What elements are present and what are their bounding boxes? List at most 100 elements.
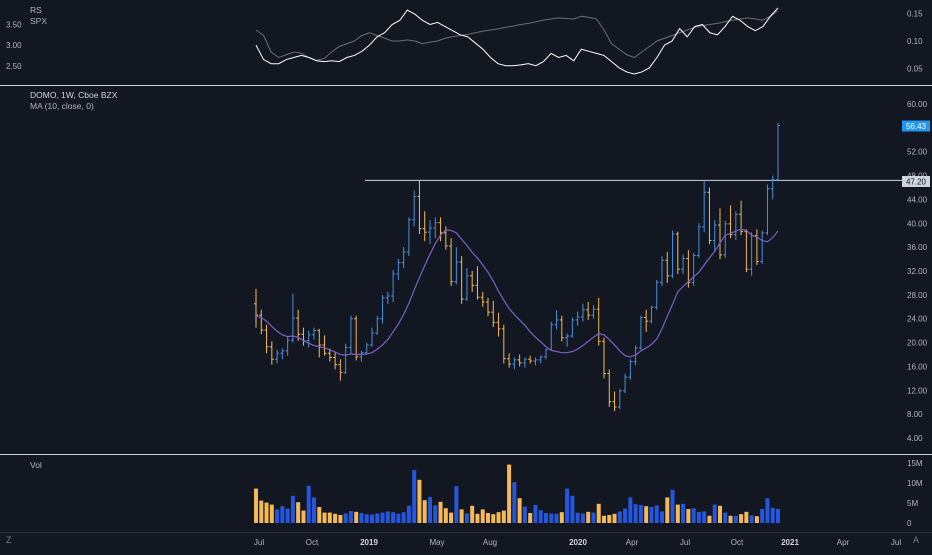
ohlc-bar [412,190,417,227]
volume-bar [406,505,411,523]
volume-bar [612,513,617,523]
line-price-tag: 47.20 [906,178,927,187]
volume-bar [549,513,554,523]
volume-bar [754,516,759,523]
volume-bar [586,511,591,523]
volume-bar [702,511,707,523]
volume-bar [554,513,559,523]
ohlc-bar [454,247,459,285]
rs-tick-label: 3.50 [6,21,22,30]
price-tick-label: 8.00 [907,410,923,419]
volume-bar [591,512,596,523]
volume-bar [623,508,628,523]
time-tick-label: May [429,538,444,547]
volume-bar [491,514,496,523]
volume-bar [359,513,364,523]
volume-bar [306,485,311,523]
ohlc-bar [385,291,390,304]
ohlc-bar [596,297,601,346]
timezone-toggle[interactable]: Z [6,535,12,545]
volume-bar [501,510,506,523]
volume-bar [517,498,522,523]
ohlc-bar [723,220,728,258]
time-tick-label: Oct [731,538,744,547]
ohlc-bar [254,288,258,328]
volume-bar [602,515,606,523]
volume-bar [343,513,348,523]
price-tick-label: 36.00 [907,243,928,252]
volume-bar [375,513,380,523]
ohlc-bar [638,315,643,350]
ohlc-bar [770,175,775,200]
price-tick-label: 60.00 [907,100,928,109]
ohlc-bar [496,312,501,337]
spx-tick-label: 0.10 [907,37,923,46]
time-tick-label: Apr [837,538,850,547]
rs-panel[interactable]: 3.50 3.00 2.50 0.15 0.10 0.05 [6,7,923,75]
time-tick-label: Jul [891,538,901,547]
volume-bar [354,511,359,523]
ohlc-bar [628,359,633,380]
ohlc-bar [522,357,527,368]
time-axis[interactable]: Jul Oct 2019 May Aug 2020 Apr Jul Oct 2021 Apr Jul [254,538,901,547]
ohlc-bar [707,187,712,245]
volume-bar [396,513,401,523]
price-panel[interactable] [254,123,902,412]
volume-bar [749,515,754,523]
ohlc-bar [670,230,675,279]
ohlc-bar [696,223,701,258]
price-tick-label: 16.00 [907,362,928,371]
ma-legend[interactable]: MA (10, close, 0) [30,101,94,111]
rs-tick-label: 2.50 [6,62,22,71]
volume-bar [570,495,575,523]
volume-bar [638,505,643,523]
ohlc-bar [259,309,264,335]
ohlc-bar [433,217,438,239]
ohlc-bar [306,330,311,348]
volume-bar [312,497,316,523]
ohlc-bar [333,351,338,370]
time-tick-label: Apr [626,538,639,547]
volume-bar [712,504,717,523]
ohlc-bar [565,333,570,347]
ohlc-bar [512,357,517,370]
volume-bar [718,505,722,523]
price-tick-label: 52.00 [907,148,928,157]
time-tick-label: 2019 [360,538,378,547]
volume-bar [681,503,686,523]
volume-panel[interactable]: 15M 10M 5M 0 [254,459,923,528]
volume-bar [348,511,353,523]
ohlc-bar [317,328,322,358]
auto-scale-toggle[interactable]: A [913,535,920,545]
volume-bar [459,509,464,523]
volume-bar [269,504,274,523]
ohlc-bar [491,300,496,328]
volume-bar [496,512,501,523]
volume-bar [275,509,280,523]
volume-bar [475,513,480,523]
volume-bar [617,511,622,523]
ohlc-bar [702,180,707,233]
ohlc-bar [591,304,596,319]
volume-bar [728,515,733,523]
ohlc-bar [538,355,543,364]
ohlc-bar [264,324,269,354]
ohlc-bar [338,359,343,381]
price-axis[interactable]: 60.0056.0052.0048.0044.0040.0036.0032.00… [907,100,928,443]
volume-bar [290,495,295,523]
ohlc-bar [290,293,295,343]
ohlc-bar [475,266,480,300]
ohlc-bar [544,348,548,360]
volume-bar [380,512,385,523]
volume-bar [607,515,612,523]
volume-bar [401,512,406,523]
volume-legend[interactable]: Vol [30,460,42,470]
price-tick-label: 20.00 [907,339,928,348]
volume-bar [464,513,469,523]
ohlc-bar [681,254,686,274]
volume-bar [665,497,670,523]
volume-bar [317,507,322,523]
symbol-legend[interactable]: DOMO, 1W, Cboe BZX [30,90,118,100]
